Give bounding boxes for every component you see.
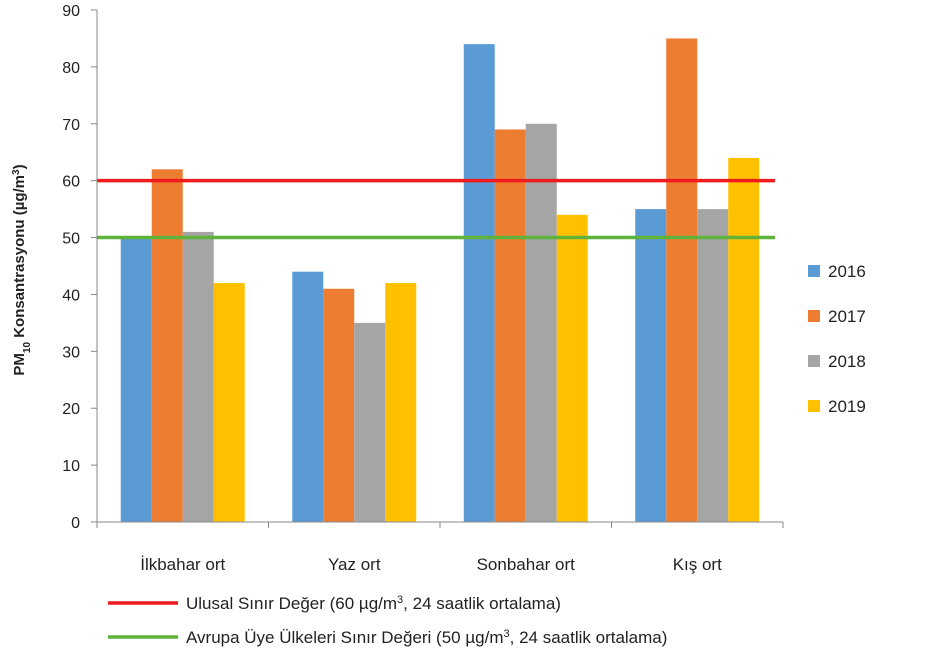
bar-2018-1 bbox=[354, 322, 386, 522]
y-axis-label: PM10 Konsantrasyonu (µg/m3) bbox=[11, 164, 33, 375]
legend-swatch-2019 bbox=[808, 400, 820, 412]
y-tick-label: 50 bbox=[62, 231, 80, 248]
reference-legend: Ulusal Sınır Değer (60 µg/m3, 24 saatlik… bbox=[108, 594, 667, 647]
y-tick-label: 70 bbox=[62, 117, 80, 134]
legend-swatch-2018 bbox=[808, 355, 820, 367]
bar-2016-1 bbox=[292, 271, 324, 522]
y-tick-label: 10 bbox=[62, 458, 80, 475]
y-tick-label: 90 bbox=[62, 3, 80, 20]
reference-legend-label-50: Avrupa Üye Ülkeleri Sınır Değeri (50 µg/… bbox=[186, 628, 667, 647]
y-tick-label: 20 bbox=[62, 401, 80, 418]
bar-2019-2 bbox=[556, 214, 588, 523]
bar-2018-3 bbox=[697, 209, 729, 522]
category-label: Sonbahar ort bbox=[477, 555, 576, 574]
legend-label-2016: 2016 bbox=[828, 262, 866, 281]
reference-legend-label-60: Ulusal Sınır Değer (60 µg/m3, 24 saatlik… bbox=[186, 594, 561, 613]
y-axis-title: PM10 Konsantrasyonu (µg/m3) bbox=[11, 164, 33, 375]
bar-2017-3 bbox=[666, 38, 698, 522]
bar-2018-0 bbox=[182, 231, 214, 522]
y-tick-label: 80 bbox=[62, 60, 80, 77]
legend-label-2017: 2017 bbox=[828, 307, 866, 326]
y-axis-ticks: 0 10 20 30 40 50 60 70 80 90 bbox=[62, 3, 80, 532]
bars bbox=[120, 38, 760, 523]
bar-2016-0 bbox=[120, 237, 152, 523]
bar-2018-2 bbox=[525, 123, 557, 523]
legend: 2016 2017 2018 2019 bbox=[808, 262, 866, 416]
bar-2019-3 bbox=[728, 157, 760, 522]
y-tick-label: 40 bbox=[62, 287, 80, 304]
bar-2017-1 bbox=[323, 288, 355, 522]
bar-2019-1 bbox=[385, 283, 417, 522]
y-tick-label: 0 bbox=[71, 515, 80, 532]
category-labels: İlkbahar ort Yaz ort Sonbahar ort Kış ort bbox=[140, 555, 722, 574]
category-label: Kış ort bbox=[673, 555, 722, 574]
category-label: İlkbahar ort bbox=[140, 555, 225, 574]
legend-swatch-2016 bbox=[808, 265, 820, 277]
legend-swatch-2017 bbox=[808, 310, 820, 322]
bar-2017-0 bbox=[151, 169, 183, 523]
legend-label-2019: 2019 bbox=[828, 397, 866, 416]
bar-2019-0 bbox=[213, 283, 245, 522]
category-label: Yaz ort bbox=[328, 555, 381, 574]
y-tick-label: 30 bbox=[62, 344, 80, 361]
bar-2016-3 bbox=[635, 209, 667, 522]
y-tick-label: 60 bbox=[62, 174, 80, 191]
legend-label-2018: 2018 bbox=[828, 352, 866, 371]
bar-2017-2 bbox=[494, 129, 526, 522]
axes bbox=[91, 9, 784, 528]
bar-2016-2 bbox=[463, 44, 495, 523]
reference-lines bbox=[97, 178, 775, 240]
